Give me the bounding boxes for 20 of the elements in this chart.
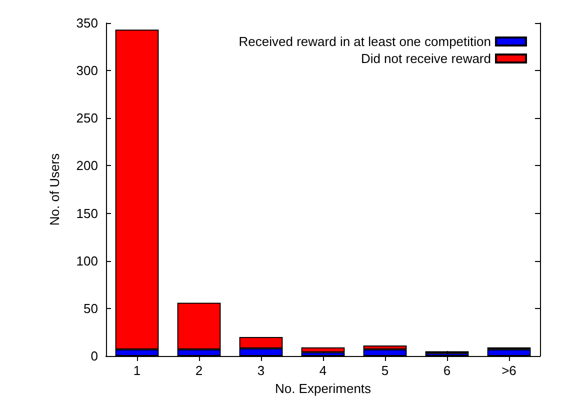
x-tick-label: 5 [381,363,389,378]
bar [301,347,345,352]
x-tick-label: 1 [133,363,141,378]
y-tick-label: 100 [76,253,98,268]
y-tick-label: 50 [84,300,98,316]
x-tick-label: 2 [195,363,203,378]
legend-label: Did not receive reward [360,51,491,66]
x-axis-title: No. Experiments [274,380,372,396]
y-tick-label: 250 [76,110,98,126]
y-tick-label: 200 [76,158,98,174]
y-axis-title: No. of Users [47,152,62,226]
legend-label: Received reward in at least one competition [238,34,491,49]
y-tick-label: 150 [76,206,98,221]
x-tick-label: 3 [257,363,265,378]
y-tick-label: 350 [76,16,98,30]
y-tick-label: 300 [76,63,98,78]
y-tick-label: 0 [90,348,98,364]
x-tick-label: 6 [443,363,451,378]
x-tick-label: >6 [502,363,516,378]
x-tick-label: 4 [319,363,327,378]
